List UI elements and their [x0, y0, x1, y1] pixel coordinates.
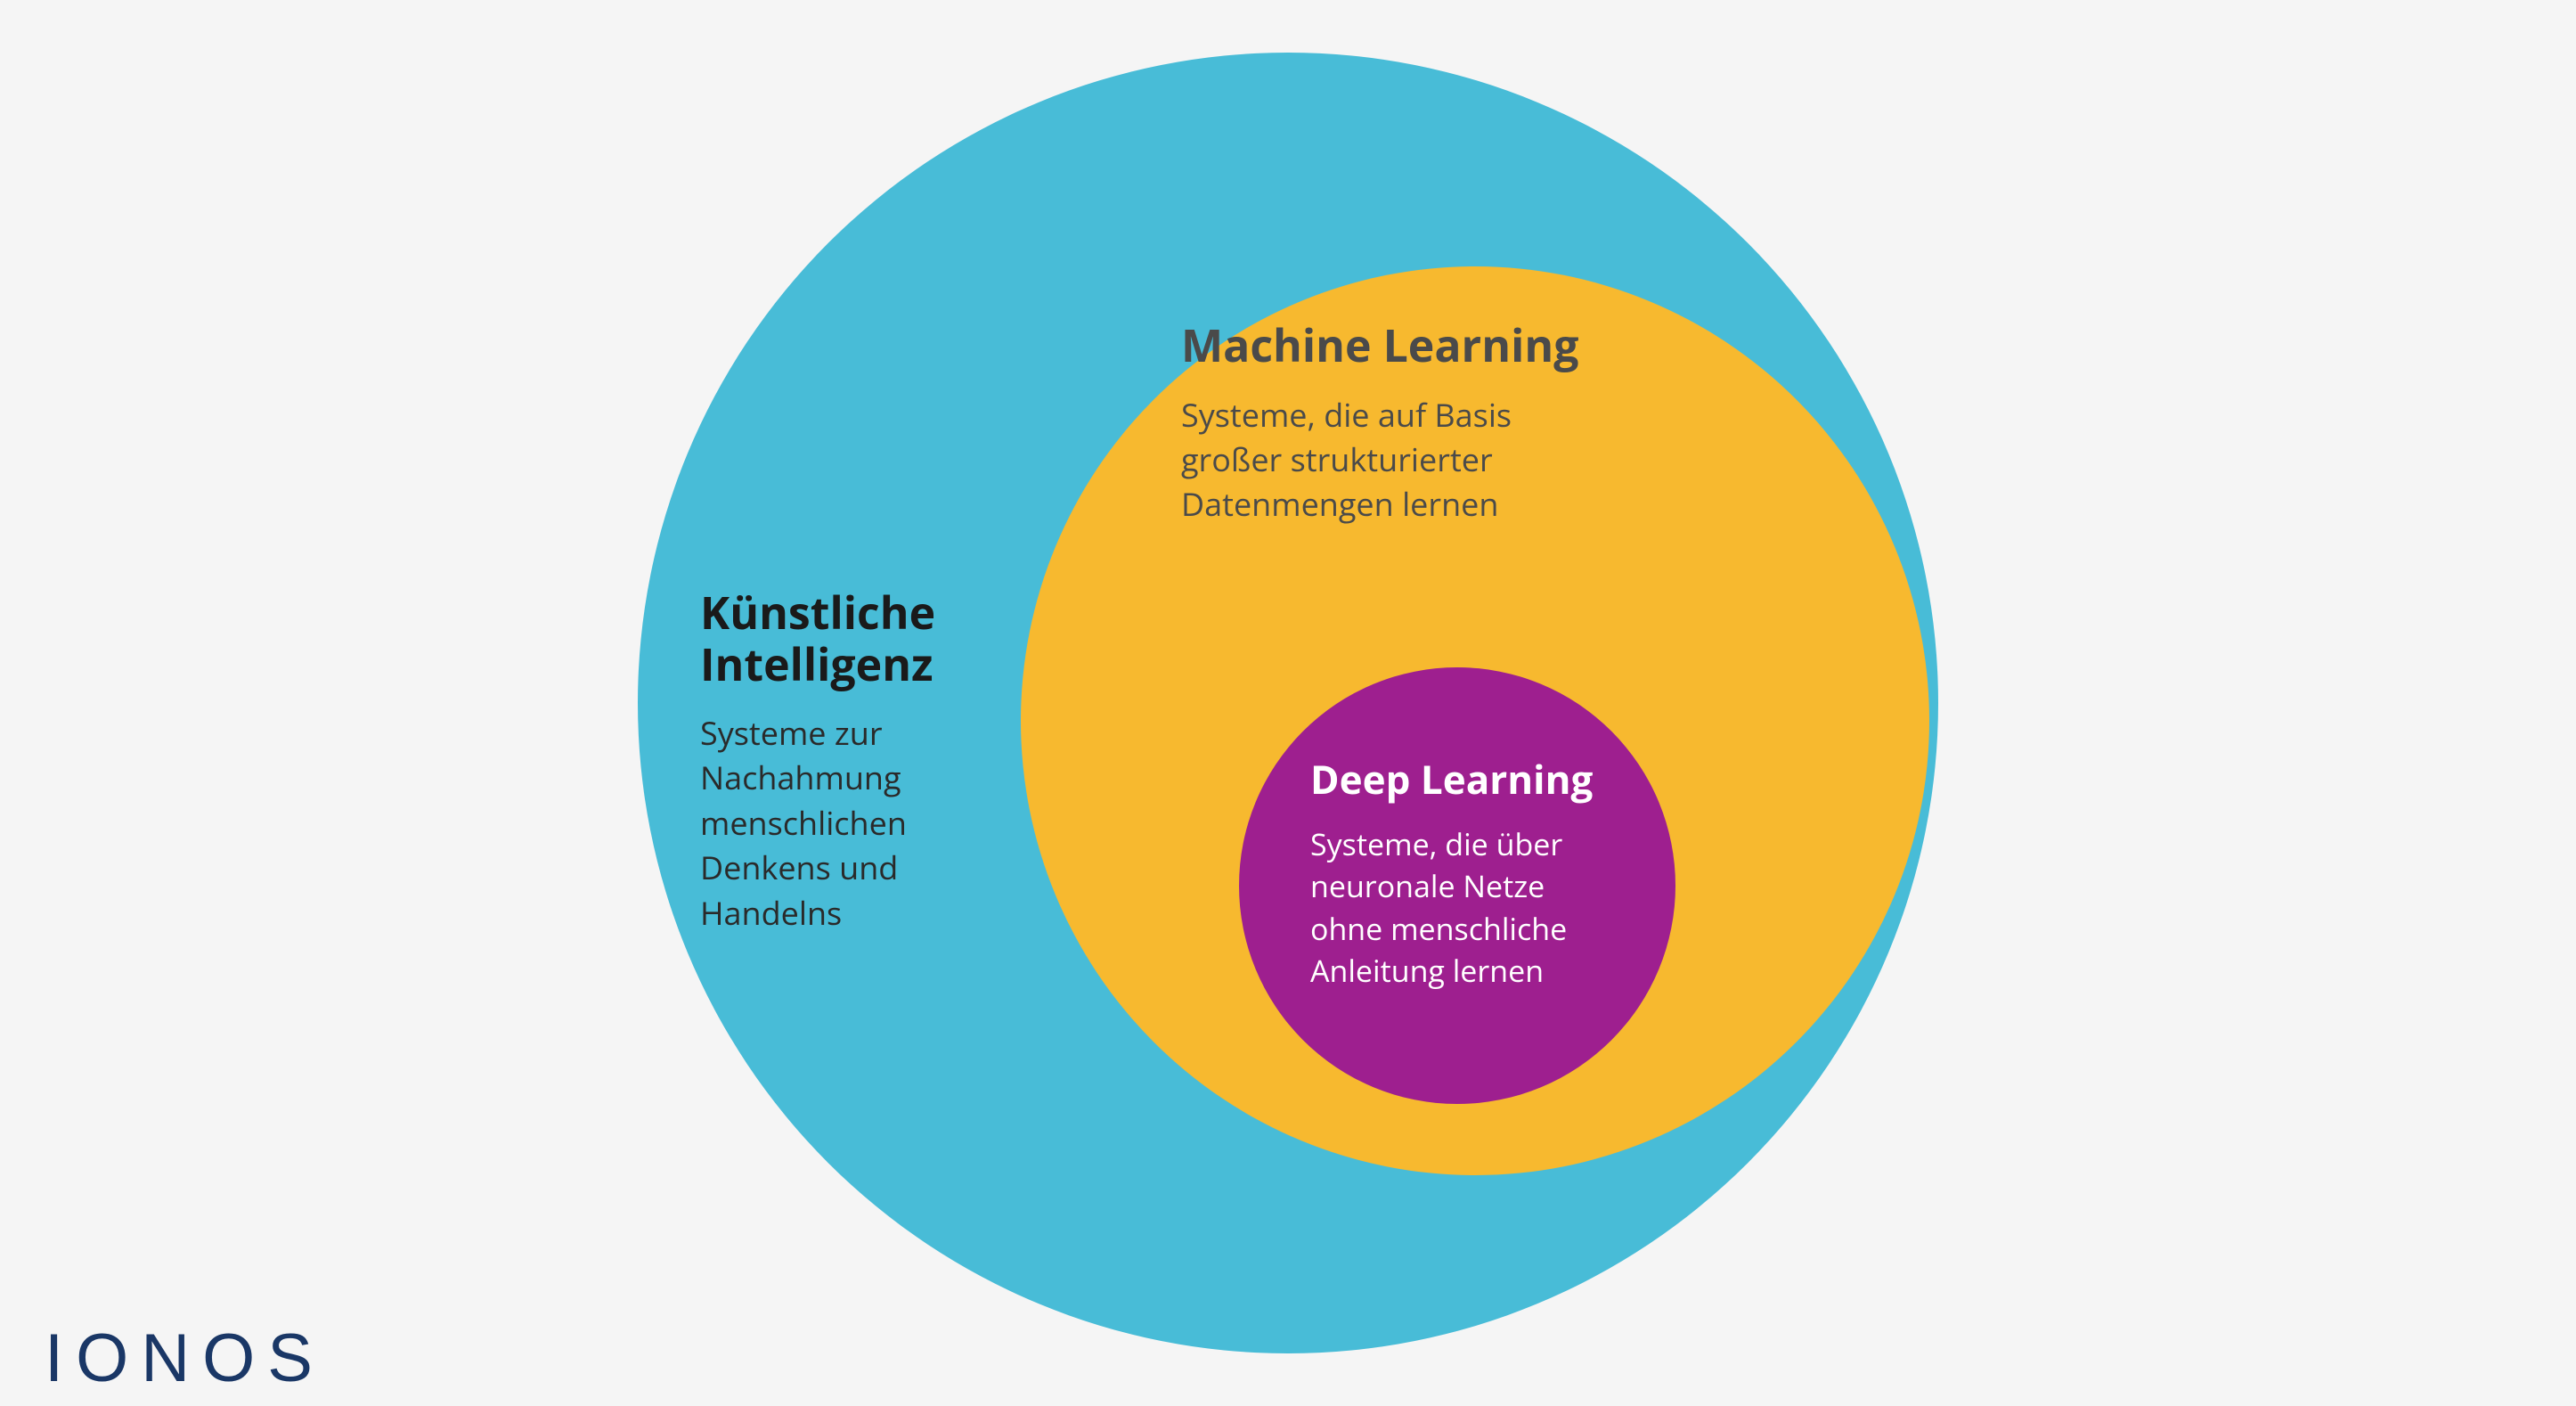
- ai-description: Systeme zur Nachahmung menschlichen Denk…: [700, 711, 1039, 936]
- dl-text-block: Deep Learning Systeme, die über neuronal…: [1310, 756, 1613, 993]
- ml-text-block: Machine Learning Systeme, die auf Basis …: [1181, 320, 1609, 527]
- ionos-logo: IONOS: [45, 1320, 325, 1397]
- ai-title: Künstliche Intelligenz: [700, 587, 1039, 690]
- dl-description: Systeme, die über neuronale Netze ohne m…: [1310, 823, 1613, 993]
- ml-description: Systeme, die auf Basis großer strukturie…: [1181, 393, 1609, 527]
- ml-title: Machine Learning: [1181, 320, 1609, 372]
- ai-text-block: Künstliche Intelligenz Systeme zur Nacha…: [700, 587, 1039, 936]
- dl-title: Deep Learning: [1310, 756, 1613, 802]
